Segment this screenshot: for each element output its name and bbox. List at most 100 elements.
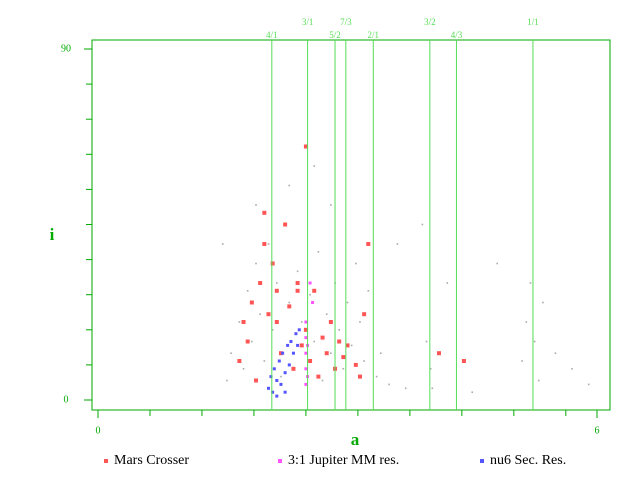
data-point (308, 359, 313, 363)
data-point (226, 379, 228, 382)
data-point (330, 352, 332, 354)
data-point (388, 383, 390, 386)
data-point (262, 242, 267, 246)
data-point (242, 368, 245, 370)
legend-label: Mars Crosser (114, 453, 189, 468)
data-point (241, 320, 246, 324)
data-point (346, 301, 349, 304)
data-point (249, 300, 254, 305)
data-point (230, 352, 232, 354)
data-point (303, 327, 308, 332)
data-point (375, 375, 378, 378)
legend-label: 3:1 Jupiter MM res. (288, 453, 399, 468)
data-point (359, 321, 361, 323)
data-point (330, 204, 332, 206)
data-point (317, 251, 320, 253)
data-point (274, 288, 279, 293)
data-point (289, 340, 293, 343)
data-point (341, 355, 346, 360)
data-point (363, 360, 365, 362)
data-point (321, 379, 324, 382)
data-point (529, 282, 532, 284)
plot-frame (91, 39, 611, 411)
data-point (270, 261, 275, 266)
data-point (276, 282, 278, 284)
x-axis-label: a (351, 430, 360, 449)
data-point (259, 313, 261, 315)
data-point (367, 290, 370, 292)
data-point (429, 368, 432, 370)
data-point (255, 262, 257, 265)
data-point (304, 367, 308, 371)
data-point (278, 351, 283, 356)
data-point (316, 374, 321, 379)
data-point (238, 321, 241, 323)
legend-label: nu6 Sec. Res. (490, 453, 566, 468)
data-point (288, 184, 291, 187)
data-point (258, 281, 263, 285)
data-point (279, 382, 283, 386)
data-point (542, 301, 544, 304)
data-point (324, 351, 329, 356)
data-point (446, 282, 449, 284)
data-point (345, 343, 350, 348)
data-point (320, 335, 325, 340)
data-point (313, 340, 316, 343)
resonance-label: 3/1 (302, 17, 314, 27)
data-point (571, 368, 573, 370)
data-point (353, 362, 358, 367)
data-point (303, 144, 308, 149)
data-point (496, 262, 498, 265)
data-point (266, 386, 270, 390)
data-point (275, 379, 279, 382)
data-point (295, 281, 300, 285)
data-point (299, 343, 304, 348)
data-point (274, 320, 279, 324)
legend-swatch (480, 459, 484, 463)
data-point (328, 320, 333, 324)
data-point (521, 360, 523, 362)
resonance-label: 3/2 (424, 17, 436, 27)
data-point (471, 391, 474, 393)
data-point (297, 328, 301, 332)
data-point (283, 371, 287, 375)
data-point (280, 375, 282, 378)
data-point (246, 290, 249, 292)
data-point (436, 351, 441, 356)
resonance-label: 4/3 (451, 30, 463, 40)
resonance-label: 1/1 (527, 17, 539, 27)
data-point (304, 320, 308, 324)
data-point (312, 288, 317, 293)
data-point (308, 281, 312, 285)
x-tick-label: 6 (595, 425, 600, 436)
data-point (537, 379, 540, 382)
data-point (304, 351, 308, 355)
data-point (263, 360, 266, 362)
data-point (286, 343, 290, 347)
resonance-label: 2/1 (368, 30, 380, 40)
data-point (281, 351, 285, 355)
data-point (251, 340, 253, 343)
data-point (237, 359, 242, 363)
y-tick-label: 90 (61, 43, 71, 54)
data-point (254, 378, 259, 383)
data-point (304, 382, 308, 386)
data-point (461, 359, 466, 363)
data-point (425, 340, 428, 343)
data-point (554, 352, 557, 354)
data-point (362, 312, 367, 317)
data-point (311, 301, 315, 304)
data-point (366, 242, 371, 246)
resonance-label: 4/1 (266, 30, 278, 40)
data-point (338, 329, 340, 331)
data-point (587, 383, 590, 386)
data-point (296, 270, 299, 273)
data-point (325, 313, 328, 315)
data-point (357, 374, 362, 379)
data-point (277, 359, 281, 363)
data-point (288, 301, 291, 304)
x-tick-label: 0 (96, 425, 101, 436)
data-point (271, 329, 274, 331)
data-point (255, 204, 257, 206)
resonance-label: 7/3 (340, 17, 352, 27)
